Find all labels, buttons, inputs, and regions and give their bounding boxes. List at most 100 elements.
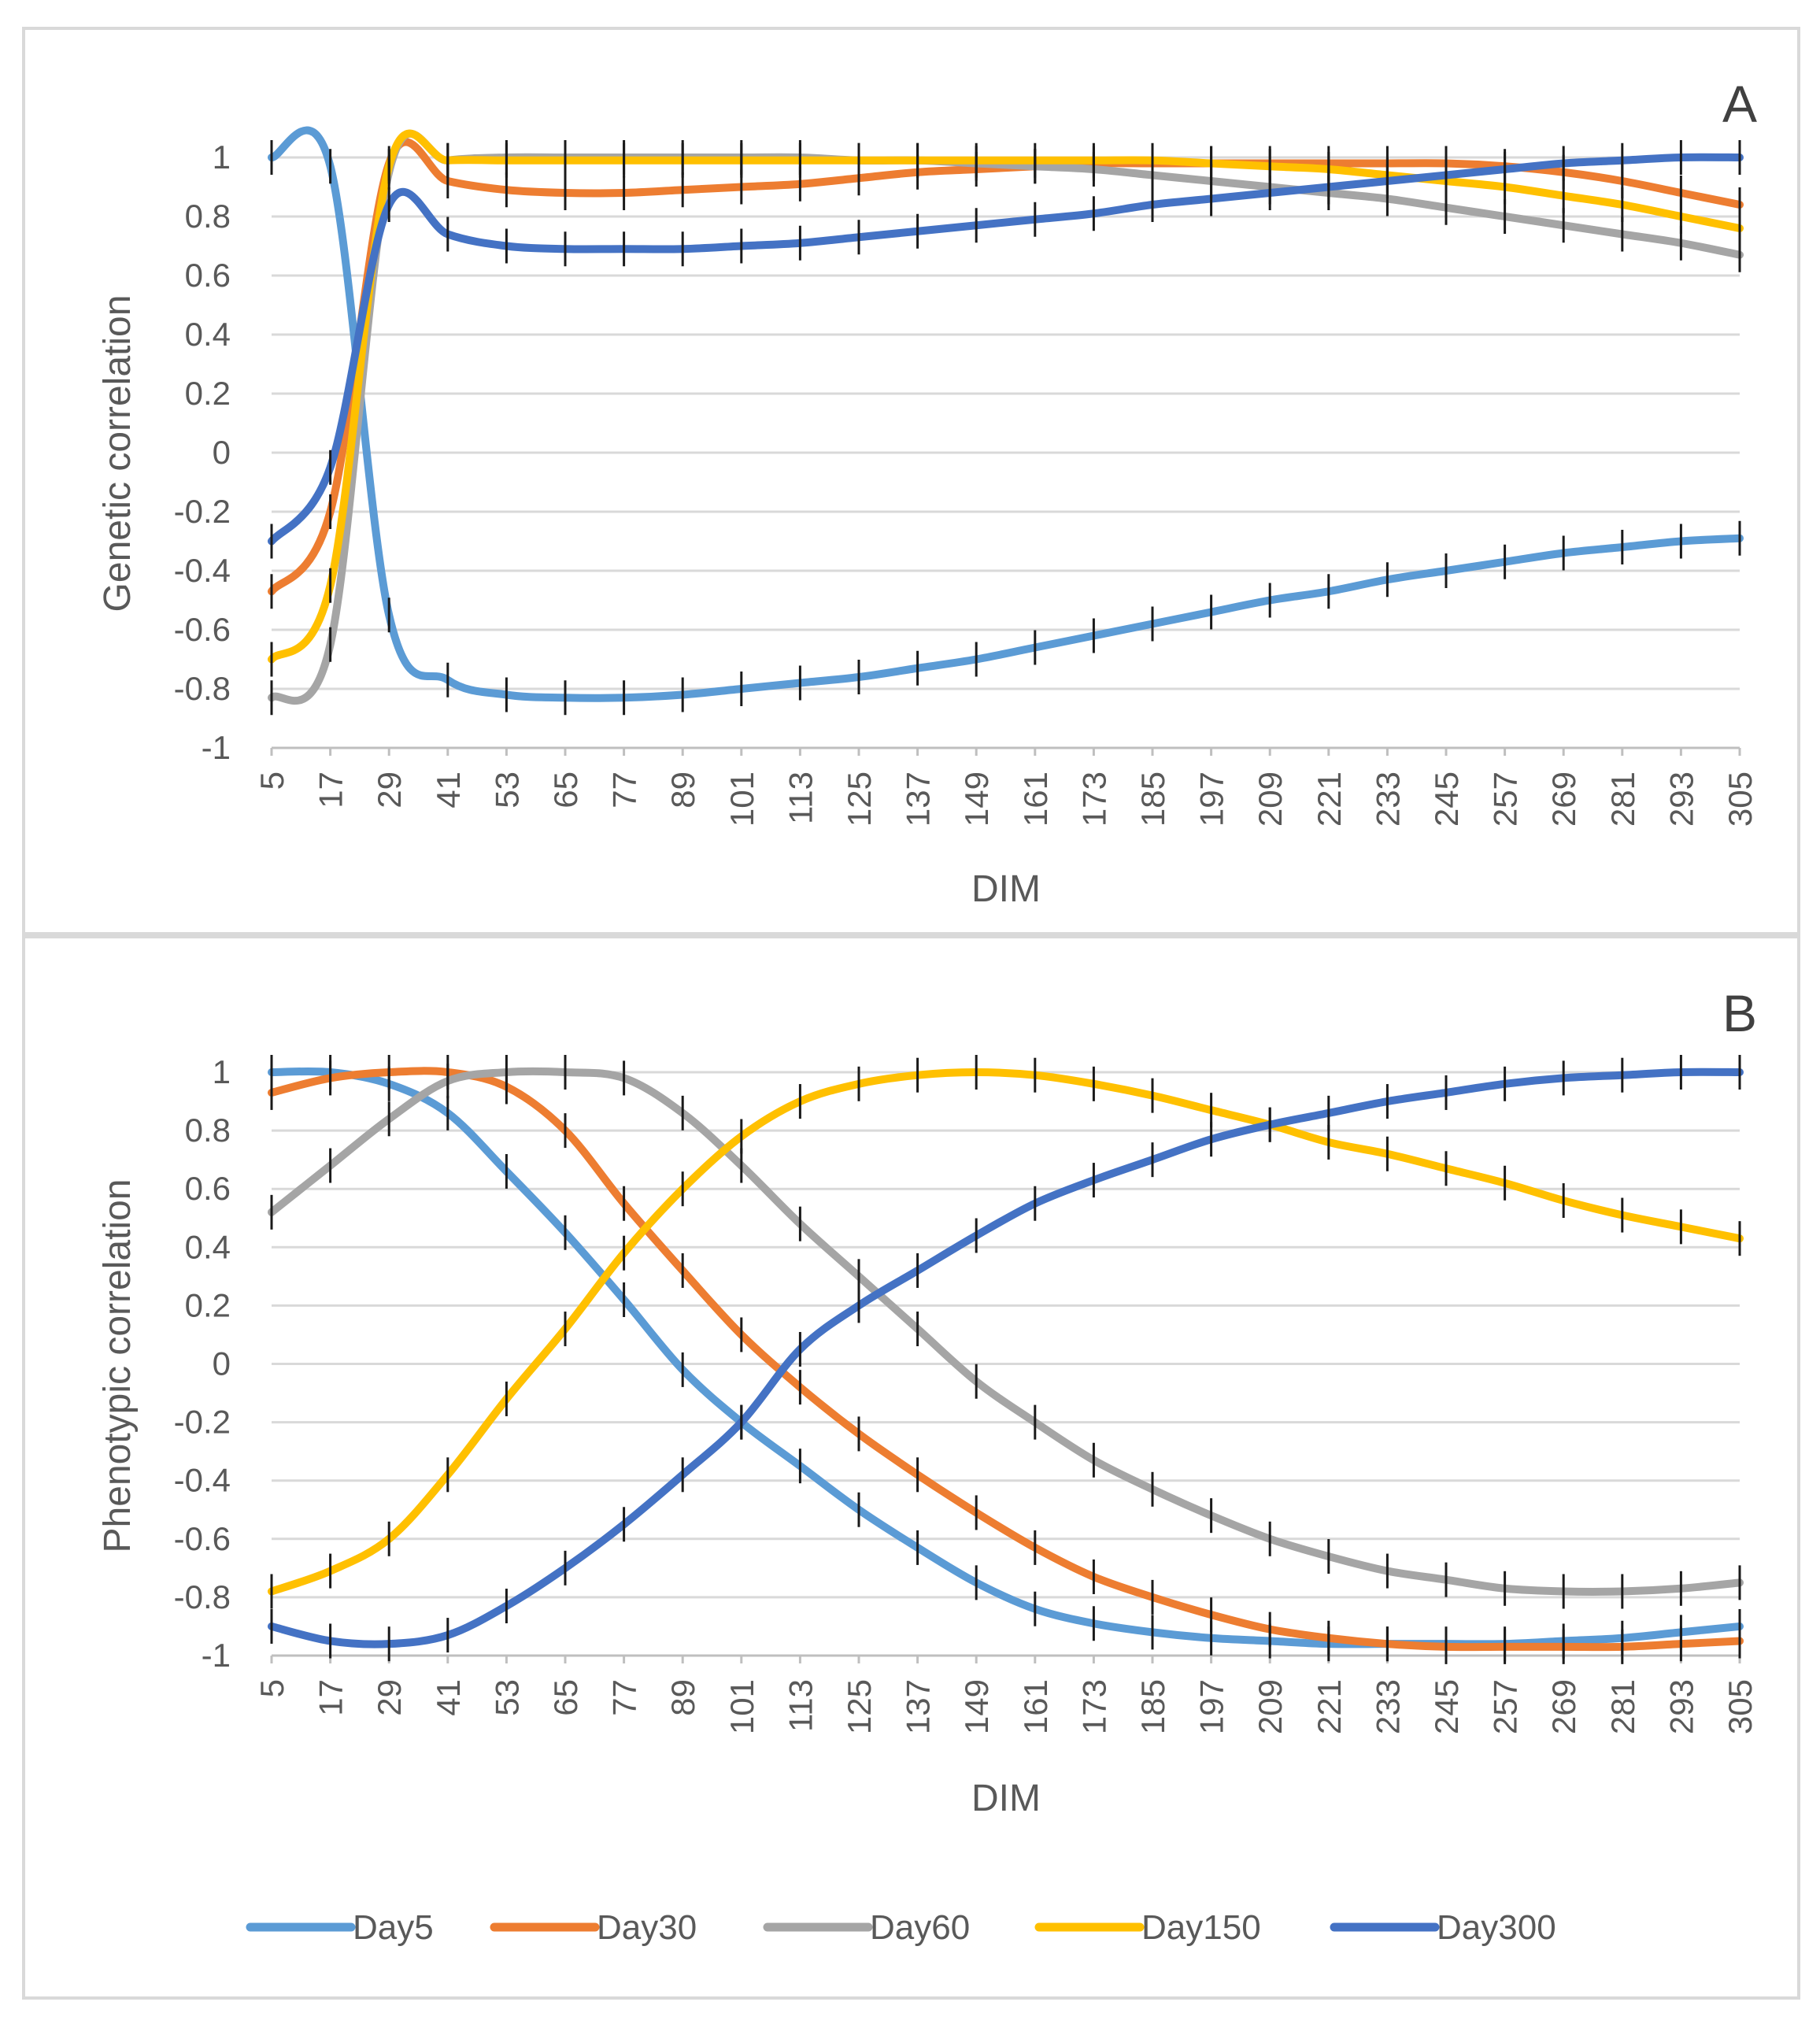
panel-a-x-tick-label: 209 — [1252, 771, 1289, 827]
panel-b-x-tick-label: 53 — [488, 1679, 525, 1716]
legend-label-day150: Day150 — [1141, 1908, 1261, 1947]
panel-b-x-tick-label: 257 — [1487, 1679, 1524, 1734]
panel-b-x-tick-label: 197 — [1193, 1679, 1230, 1734]
panel-b-y-axis-title: Phenotypic correlation — [97, 1179, 139, 1553]
panel-a-frame — [22, 27, 1800, 935]
panel-b-error-bars-day300 — [270, 1055, 1741, 1662]
panel-a-x-tick-label: 221 — [1311, 771, 1348, 827]
panel-a-x-tick-label: 269 — [1545, 771, 1582, 827]
panel-a-y-tick-label: 1 — [213, 139, 231, 176]
panel-a-letter: A — [1722, 75, 1757, 133]
panel-a-y-tick-label: 0.2 — [185, 375, 231, 412]
panel-a-series-day150 — [268, 129, 1744, 664]
panel-b-y-tick-label: -0.4 — [174, 1462, 231, 1499]
panel-a-line-day300 — [268, 153, 1744, 546]
panel-a-series-day30 — [268, 138, 1744, 596]
panel-b-x-tick-label: 17 — [313, 1679, 350, 1716]
panel-b-y-tick-label: -0.6 — [174, 1520, 231, 1557]
panel-b: B 1 0.8 0.6 0.4 0.2 0 -0.2 -0.4 -0.6 -0.8 -1 5 17 29 4… — [22, 935, 1800, 2000]
panel-a-series-day5 — [268, 126, 1744, 702]
panel-a-x-tick-label: 89 — [664, 771, 701, 808]
panel-b-x-tick-label: 293 — [1663, 1679, 1700, 1734]
plot-b: 1 0.8 0.6 0.4 0.2 0 -0.2 -0.4 -0.6 -0.8 -1 5 17 29 41 5… — [174, 1053, 1759, 1734]
panel-b-y-tick-label: -1 — [202, 1637, 231, 1674]
panel-b-x-tick-label: 137 — [900, 1679, 937, 1734]
panel-a-y-tick-label: 0.4 — [185, 316, 231, 353]
panel-a-error-bars-day300 — [270, 140, 1741, 559]
panel-b-x-tick-label: 161 — [1017, 1679, 1054, 1734]
panel-b-x-tick-label: 221 — [1311, 1679, 1348, 1734]
panel-b-y-tick-label: 1 — [213, 1053, 231, 1090]
panel-a-y-tick-label: 0.6 — [185, 257, 231, 294]
panel-b-y-tick-label: -0.2 — [174, 1404, 231, 1441]
panel-a-x-tick-label: 17 — [313, 771, 350, 808]
panel-a-x-tick-label: 53 — [488, 771, 525, 808]
panel-a-x-tick-label: 173 — [1075, 771, 1112, 827]
panel-a-x-tick-label: 77 — [606, 771, 643, 808]
panel-a-x-tick-label: 5 — [253, 771, 290, 790]
panel-b-x-tick-label: 125 — [841, 1679, 878, 1734]
legend-label-day30: Day30 — [597, 1908, 697, 1947]
panel-b-error-bars-day150 — [270, 1055, 1741, 1609]
legend-item-day150: Day150 — [1034, 1908, 1261, 1947]
panel-b-x-tick-label: 5 — [253, 1679, 290, 1697]
panel-b-y-tick-label: 0.4 — [185, 1228, 231, 1265]
panel-a-x-tick-label: 293 — [1663, 771, 1700, 827]
legend-label-day300: Day300 — [1437, 1908, 1556, 1947]
panel-b-x-tick-label: 233 — [1369, 1679, 1406, 1734]
panel-a-x-tick-label: 257 — [1487, 771, 1524, 827]
panel-a-x-tick-label: 65 — [547, 771, 584, 808]
plot-a: 1 0.8 0.6 0.4 0.2 0 -0.2 -0.4 -0.6 -0.8 -1 5 17 29 41 5… — [174, 126, 1759, 827]
panel-b-x-tick-label: 41 — [430, 1679, 467, 1716]
panel-a-y-tick-label: 0.8 — [185, 198, 231, 235]
panel-a-x-tick-label: 41 — [430, 771, 467, 808]
panel-a-y-tick-label: -1 — [202, 729, 231, 766]
panel-b-x-tick-label: 305 — [1722, 1679, 1759, 1734]
panel-a-line-day30 — [268, 138, 1744, 596]
panel-b-x-tick-label: 269 — [1545, 1679, 1582, 1734]
panel-a-x-tick-label: 233 — [1369, 771, 1406, 827]
panel-b-x-tick-label: 185 — [1134, 1679, 1171, 1734]
legend-label-day60: Day60 — [870, 1908, 970, 1947]
panel-a: A 1 0.8 0.6 0.4 0.2 0 -0.2 -0.4 -0.6 -0.8 -1 5 17 29 4… — [22, 27, 1800, 935]
panel-a-y-tick-label: -0.2 — [174, 493, 231, 530]
panel-b-x-tick-label: 113 — [782, 1679, 819, 1732]
legend-item-day300: Day300 — [1330, 1908, 1556, 1947]
panel-b-y-tick-label: 0.2 — [185, 1286, 231, 1323]
panel-a-x-tick-label: 125 — [841, 771, 878, 827]
legend: Day5 Day30 Day60 Day150 Day300 — [246, 1908, 1556, 1947]
panel-b-x-tick-label: 77 — [606, 1679, 643, 1716]
panel-a-y-tick-label: -0.8 — [174, 670, 231, 707]
panel-a-x-tick-label: 281 — [1604, 771, 1641, 827]
panel-b-y-tick-label: 0.8 — [185, 1112, 231, 1149]
panel-b-x-tick-label: 65 — [547, 1679, 584, 1716]
panel-b-x-tick-label: 29 — [371, 1679, 408, 1716]
panel-b-x-tick-label: 281 — [1604, 1679, 1641, 1734]
legend-item-day30: Day30 — [490, 1908, 697, 1947]
panel-a-error-bars-day5 — [270, 140, 1741, 716]
panel-b-x-tick-label: 173 — [1075, 1679, 1112, 1734]
panel-a-x-tick-label: 197 — [1193, 771, 1230, 827]
panel-a-x-tick-label: 305 — [1722, 771, 1759, 827]
panel-b-x-axis-title: DIM — [971, 1778, 1041, 1819]
panel-a-x-tick-label: 149 — [958, 771, 995, 827]
panel-a-x-tick-label: 101 — [723, 771, 760, 827]
panel-b-line-day150 — [268, 1068, 1744, 1596]
legend-label-day5: Day5 — [353, 1908, 434, 1947]
legend-item-day5: Day5 — [246, 1908, 434, 1947]
panel-b-x-tick-label: 245 — [1428, 1679, 1465, 1734]
panel-b-y-tick-label: 0.6 — [185, 1170, 231, 1207]
panel-a-x-tick-label: 161 — [1017, 771, 1054, 827]
panel-b-x-tick-label: 101 — [723, 1679, 760, 1734]
panel-b-x-tick-label: 89 — [664, 1679, 701, 1716]
panel-b-y-tick-label: -0.8 — [174, 1578, 231, 1615]
legend-item-day60: Day60 — [763, 1908, 970, 1947]
panel-b-series-day150 — [268, 1068, 1744, 1596]
panel-a-x-tick-label: 137 — [900, 771, 937, 827]
panel-a-y-tick-label: -0.4 — [174, 552, 231, 589]
panel-a-x-tick-label: 113 — [782, 771, 819, 824]
panel-a-line-day150 — [268, 129, 1744, 664]
panel-b-x-tick-label: 209 — [1252, 1679, 1289, 1734]
panel-a-line-day5 — [268, 126, 1744, 702]
